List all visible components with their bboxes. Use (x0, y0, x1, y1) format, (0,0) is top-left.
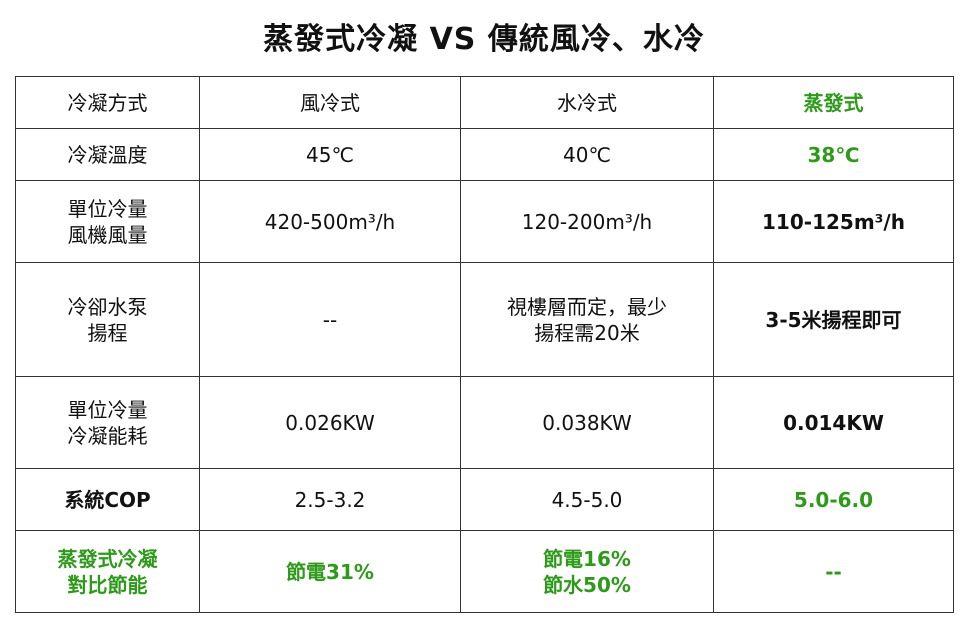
cell: 單位冷量 風機風量 (15, 180, 200, 263)
row: 冷凝溫度 45℃ 40℃ 38℃ (15, 128, 954, 181)
cell: 冷凝溫度 (15, 128, 200, 181)
row: 系統COP 2.5-3.2 4.5-5.0 5.0-6.0 (15, 468, 954, 531)
cell: 系統COP (15, 468, 200, 531)
cell: 水冷式 (460, 76, 714, 129)
cell: 120-200m³/h (460, 180, 714, 263)
cell: 38℃ (713, 128, 954, 181)
cell: 單位冷量 冷凝能耗 (15, 376, 200, 469)
cell: 視樓層而定，最少 揚程需20米 (460, 262, 714, 377)
cell: 0.026KW (199, 376, 461, 469)
cell: -- (713, 530, 954, 613)
cell: 節電31% (199, 530, 461, 613)
cell: 冷卻水泵 揚程 (15, 262, 200, 377)
comparison-table: 冷凝方式 風冷式 水冷式 蒸發式 冷凝溫度 45℃ 40℃ 38℃ 單位冷量 風… (15, 76, 954, 613)
cell: 420-500m³/h (199, 180, 461, 263)
cell: 節電16% 節水50% (460, 530, 714, 613)
title: 蒸發式冷凝 VS 傳統風冷、水冷 (263, 22, 705, 57)
cell: -- (199, 262, 461, 377)
row: 蒸發式冷凝 對比節能 節電31% 節電16% 節水50% -- (15, 530, 954, 613)
cell: 3-5米揚程即可 (713, 262, 954, 377)
row: 冷凝方式 風冷式 水冷式 蒸發式 (15, 76, 954, 129)
cell: 4.5-5.0 (460, 468, 714, 531)
cell: 0.038KW (460, 376, 714, 469)
cell: 110-125m³/h (713, 180, 954, 263)
row: 單位冷量 風機風量 420-500m³/h 120-200m³/h 110-12… (15, 180, 954, 263)
cell: 5.0-6.0 (713, 468, 954, 531)
cell: 風冷式 (199, 76, 461, 129)
cell: 0.014KW (713, 376, 954, 469)
cell: 45℃ (199, 128, 461, 181)
cell: 冷凝方式 (15, 76, 200, 129)
cell: 蒸發式冷凝 對比節能 (15, 530, 200, 613)
cell: 2.5-3.2 (199, 468, 461, 531)
row: 冷卻水泵 揚程 -- 視樓層而定，最少 揚程需20米 3-5米揚程即可 (15, 262, 954, 377)
cell: 40℃ (460, 128, 714, 181)
row: 單位冷量 冷凝能耗 0.026KW 0.038KW 0.014KW (15, 376, 954, 469)
cell: 蒸發式 (713, 76, 954, 129)
